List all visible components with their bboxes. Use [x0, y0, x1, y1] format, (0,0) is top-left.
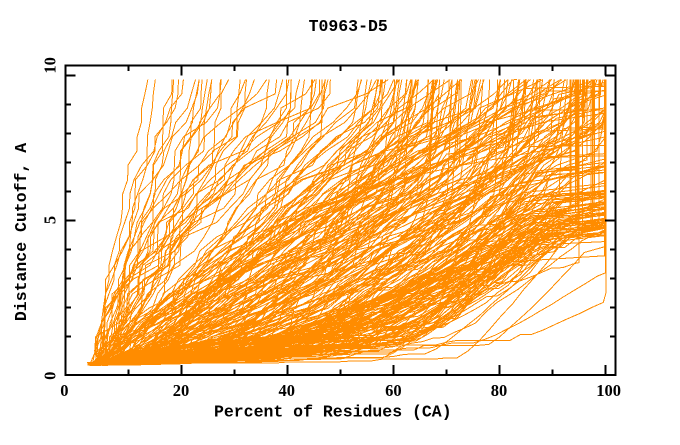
- svg-text:0: 0: [60, 381, 68, 400]
- svg-text:40: 40: [279, 381, 296, 400]
- svg-text:Distance Cutoff, A: Distance Cutoff, A: [12, 143, 31, 321]
- svg-text:20: 20: [173, 381, 190, 400]
- svg-text:T0963-D5: T0963-D5: [309, 17, 388, 36]
- svg-text:5: 5: [40, 216, 59, 224]
- svg-text:Percent of Residues (CA): Percent of Residues (CA): [214, 402, 452, 421]
- svg-text:0: 0: [40, 372, 59, 380]
- svg-text:60: 60: [385, 381, 402, 400]
- svg-text:10: 10: [40, 57, 59, 74]
- svg-text:100: 100: [596, 381, 621, 400]
- svg-text:80: 80: [491, 381, 508, 400]
